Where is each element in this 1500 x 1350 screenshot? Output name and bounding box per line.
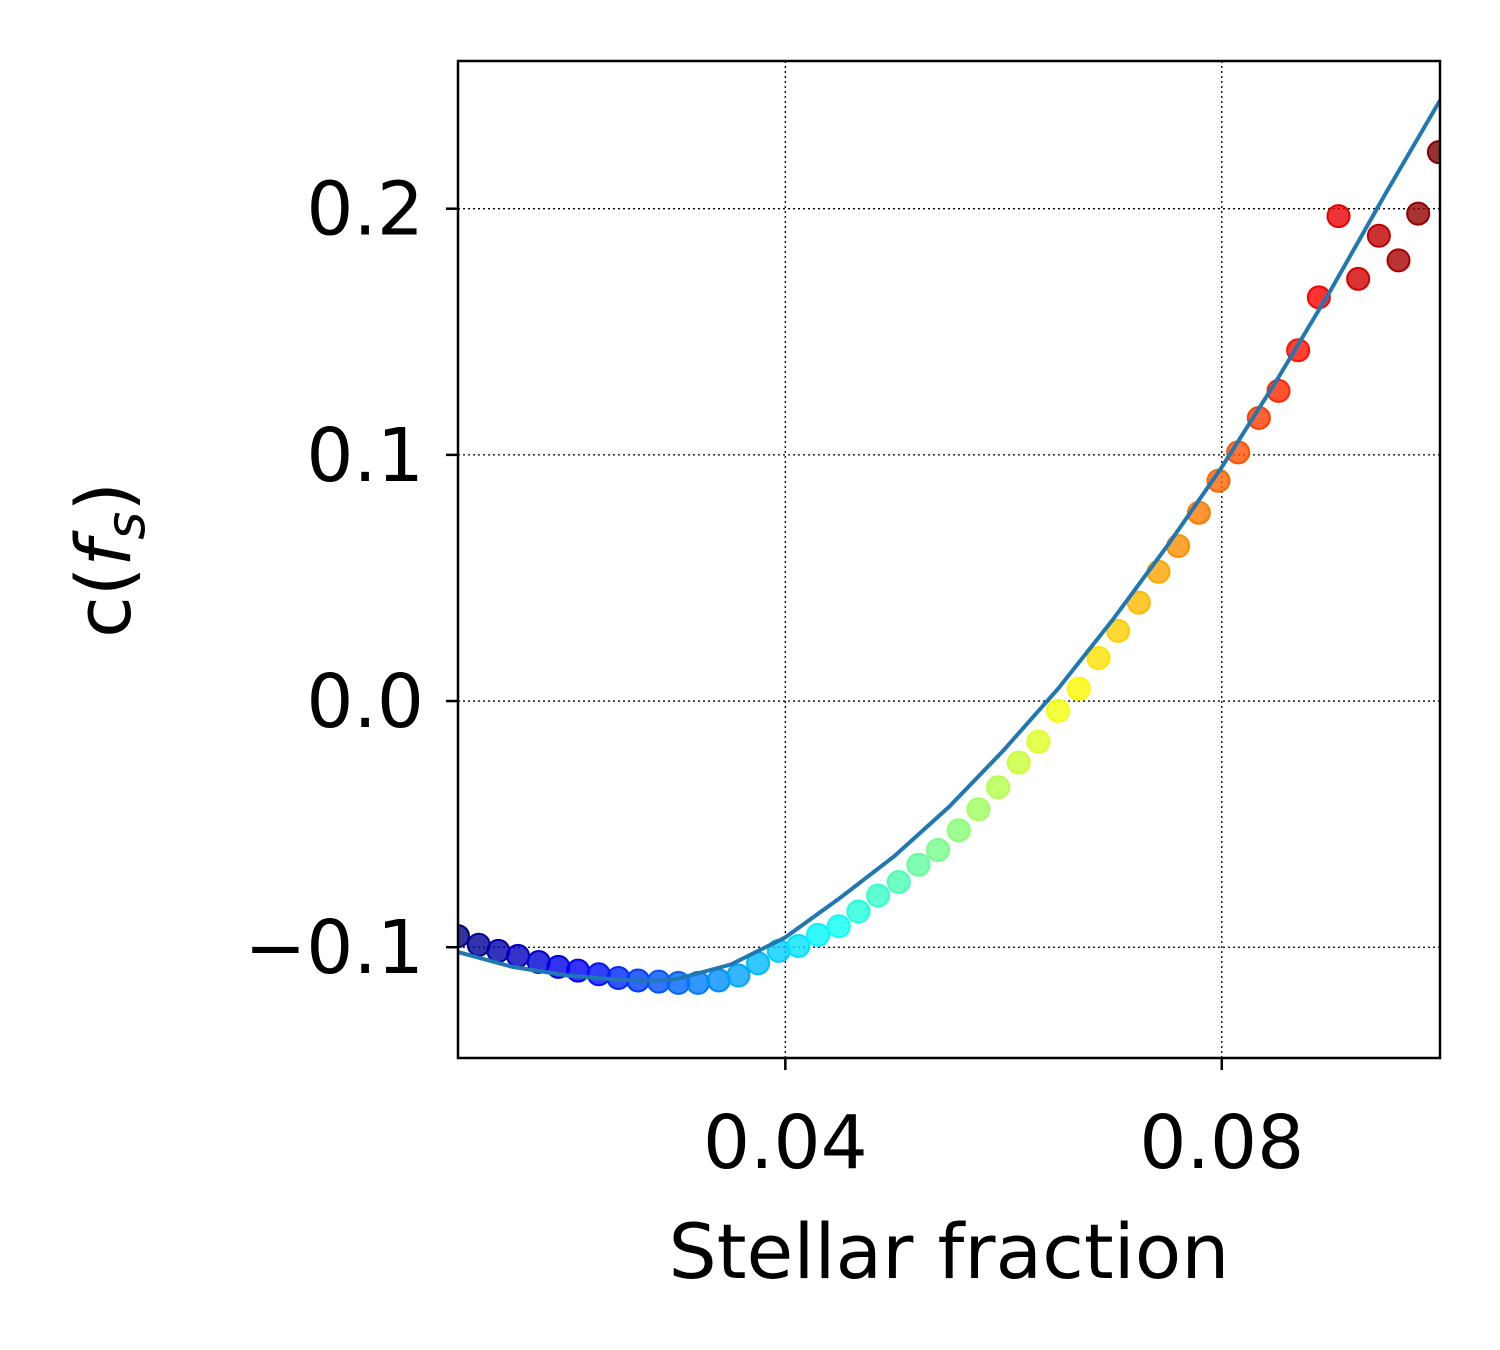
y-axis-label: c(fs) [59,482,157,638]
data-point-25 [946,818,971,843]
data-point-27 [986,775,1011,800]
data-point-29 [1026,729,1051,754]
y-tick-label-2: 0.1 [306,413,424,499]
y-tick-label-0: −0.1 [244,905,424,991]
y-tick-label-1: 0.0 [306,659,424,745]
y-axis-label-sub: s [94,512,157,540]
data-point-7 [586,962,611,987]
x-axis-label: Stellar fraction [669,1207,1230,1296]
data-point-24 [926,837,951,862]
data-point-48 [1406,201,1431,226]
y-tick-label-3: 0.2 [306,167,424,253]
y-axis-label-main: c( [59,567,148,638]
data-point-30 [1046,698,1071,723]
data-point-3 [506,943,531,968]
data-point-44 [1326,204,1351,229]
data-point-2 [486,938,511,963]
data-point-22 [886,869,911,894]
plot-frame [456,59,1442,1060]
grid-lines [458,61,1440,1058]
data-points [458,140,1440,995]
data-point-26 [966,797,991,822]
data-point-31 [1066,676,1091,701]
fit-curve [458,99,1440,983]
x-tick-label-0: 0.04 [703,1100,868,1186]
data-point-21 [866,883,891,908]
data-point-23 [906,852,931,877]
data-point-28 [1006,750,1031,775]
axis-ticks: 0.04 0.08 −0.1 0.0 0.1 0.2 [244,167,1304,1186]
data-point-46 [1366,223,1391,248]
data-point-13 [706,968,731,993]
y-axis-label-close: ) [59,482,148,512]
data-point-20 [846,899,871,924]
data-point-33 [1106,618,1131,643]
data-point-32 [1086,645,1111,670]
data-point-17 [786,933,811,958]
data-point-18 [806,922,831,947]
data-point-35 [1146,559,1171,584]
x-tick-label-1: 0.08 [1139,1100,1304,1186]
data-point-45 [1346,266,1371,291]
data-point-47 [1386,248,1411,273]
data-point-14 [726,963,751,988]
data-point-0 [458,924,470,949]
data-point-1 [466,932,491,957]
data-point-19 [826,914,851,939]
